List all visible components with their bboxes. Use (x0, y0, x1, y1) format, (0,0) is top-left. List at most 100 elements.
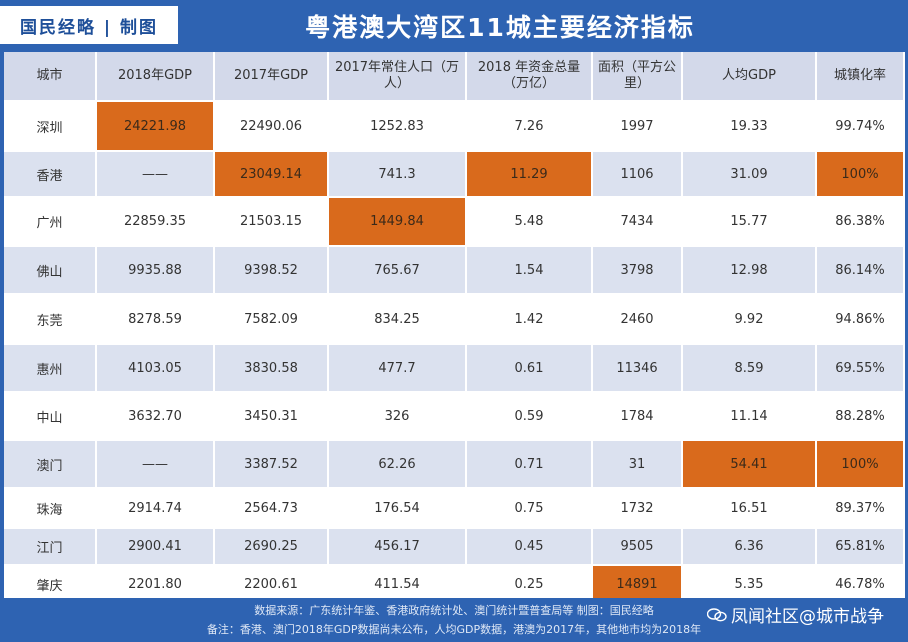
value-cell: 22859.35 (96, 197, 215, 247)
value-cell: 21503.15 (214, 197, 329, 247)
value-cell: 2460 (592, 294, 683, 345)
chat-bubbles-icon (707, 607, 727, 621)
table-row: 香港 —— 23049.14 741.3 11.29 1106 31.09 100% (4, 151, 905, 198)
value-cell: 11.14 (682, 392, 817, 441)
value-cell: 1252.83 (328, 101, 467, 152)
value-cell: 6.36 (682, 528, 817, 566)
value-cell: 1997 (592, 101, 683, 152)
value-cell: 0.75 (466, 488, 593, 529)
value-cell: 62.26 (328, 440, 467, 489)
value-cell: 31 (592, 440, 683, 489)
value-cell: 23049.14 (214, 151, 329, 198)
source-note: 数据来源：广东统计年鉴、香港政府统计处、澳门统计暨普查局等 制图：国民经略 (254, 604, 654, 617)
value-cell: 1.54 (466, 246, 593, 295)
value-cell: 94.86% (816, 294, 905, 345)
table-row: 中山 3632.70 3450.31 326 0.59 1784 11.14 88.28% (4, 392, 905, 441)
value-cell: 100% (816, 151, 905, 198)
value-cell: 2201.80 (96, 565, 215, 605)
value-cell: 86.14% (816, 246, 905, 295)
value-cell: 4103.05 (96, 344, 215, 393)
value-cell: 834.25 (328, 294, 467, 345)
value-cell: 2690.25 (214, 528, 329, 566)
column-header: 2018 年资金总量（万亿） (466, 52, 593, 102)
remark-note: 备注：香港、澳门2018年GDP数据尚未公布，人均GDP数据，港澳为2017年，… (206, 623, 702, 636)
table-row: 惠州 4103.05 3830.58 477.7 0.61 11346 8.59 69.55% (4, 344, 905, 393)
value-cell: 9398.52 (214, 246, 329, 295)
value-cell: 22490.06 (214, 101, 329, 152)
value-cell: 12.98 (682, 246, 817, 295)
column-header: 城镇化率 (816, 52, 905, 102)
value-cell: 2914.74 (96, 488, 215, 529)
brand-label: 国民经略 | 制图 (0, 6, 178, 44)
table-row: 肇庆 2201.80 2200.61 411.54 0.25 14891 5.35 46.78… (4, 565, 905, 605)
value-cell: 0.45 (466, 528, 593, 566)
value-cell: 3798 (592, 246, 683, 295)
value-cell: 3387.52 (214, 440, 329, 489)
value-cell: 5.48 (466, 197, 593, 247)
value-cell: 24221.98 (96, 101, 215, 152)
value-cell: 7582.09 (214, 294, 329, 345)
value-cell: —— (96, 440, 215, 489)
value-cell: 7.26 (466, 101, 593, 152)
table-row: 东莞 8278.59 7582.09 834.25 1.42 2460 9.92 94.86% (4, 294, 905, 345)
header-bar: 国民经略 | 制图 粤港澳大湾区11城主要经济指标 (0, 0, 908, 52)
value-cell: 3830.58 (214, 344, 329, 393)
value-cell: 8.59 (682, 344, 817, 393)
value-cell: 9.92 (682, 294, 817, 345)
value-cell: 16.51 (682, 488, 817, 529)
value-cell: 65.81% (816, 528, 905, 566)
value-cell: 0.71 (466, 440, 593, 489)
table-row: 深圳 24221.98 22490.06 1252.83 7.26 1997 19.33 99… (4, 101, 905, 152)
column-header: 人均GDP (682, 52, 817, 102)
table-row: 珠海 2914.74 2564.73 176.54 0.75 1732 16.51 89.37… (4, 488, 905, 529)
column-header: 城市 (4, 52, 97, 102)
column-header: 2018年GDP (96, 52, 215, 102)
value-cell: 456.17 (328, 528, 467, 566)
value-cell: 176.54 (328, 488, 467, 529)
city-cell: 江门 (4, 528, 97, 566)
city-cell: 深圳 (4, 101, 97, 152)
value-cell: 19.33 (682, 101, 817, 152)
value-cell: 0.61 (466, 344, 593, 393)
table-row: 澳门 —— 3387.52 62.26 0.71 31 54.41 100% (4, 440, 905, 489)
value-cell: 15.77 (682, 197, 817, 247)
value-cell: 1.42 (466, 294, 593, 345)
city-cell: 东莞 (4, 294, 97, 345)
table-body: 深圳 24221.98 22490.06 1252.83 7.26 1997 19.33 99… (4, 101, 905, 605)
value-cell: 326 (328, 392, 467, 441)
value-cell: 89.37% (816, 488, 905, 529)
value-cell: 2564.73 (214, 488, 329, 529)
column-header: 2017年GDP (214, 52, 329, 102)
column-header: 面积（平方公里） (592, 52, 683, 102)
value-cell: 99.74% (816, 101, 905, 152)
value-cell: 1449.84 (328, 197, 467, 247)
city-cell: 珠海 (4, 488, 97, 529)
watermark-text: 凤闻社区@城市战争 (731, 607, 884, 627)
footer-notes: 数据来源：广东统计年鉴、香港政府统计处、澳门统计暨普查局等 制图：国民经略 备注… (0, 598, 908, 642)
city-cell: 广州 (4, 197, 97, 247)
indicator-table: 城市 2018年GDP 2017年GDP 2017年常住人口（万人） 2018 年资金总… (4, 52, 905, 605)
column-header: 2017年常住人口（万人） (328, 52, 467, 102)
watermark: 凤闻社区@城市战争 (707, 602, 884, 627)
city-cell: 惠州 (4, 344, 97, 393)
value-cell: —— (96, 151, 215, 198)
value-cell: 0.59 (466, 392, 593, 441)
city-cell: 中山 (4, 392, 97, 441)
city-cell: 佛山 (4, 246, 97, 295)
indicator-table-container: 城市 2018年GDP 2017年GDP 2017年常住人口（万人） 2018 年资金总… (4, 52, 905, 605)
value-cell: 3632.70 (96, 392, 215, 441)
value-cell: 1732 (592, 488, 683, 529)
value-cell: 3450.31 (214, 392, 329, 441)
value-cell: 86.38% (816, 197, 905, 247)
value-cell: 765.67 (328, 246, 467, 295)
value-cell: 477.7 (328, 344, 467, 393)
value-cell: 88.28% (816, 392, 905, 441)
value-cell: 9505 (592, 528, 683, 566)
value-cell: 7434 (592, 197, 683, 247)
value-cell: 69.55% (816, 344, 905, 393)
value-cell: 11.29 (466, 151, 593, 198)
table-row: 广州 22859.35 21503.15 1449.84 5.48 7434 15.77 86… (4, 197, 905, 247)
value-cell: 54.41 (682, 440, 817, 489)
page-title: 粤港澳大湾区11城主要经济指标 (305, 13, 695, 42)
value-cell: 741.3 (328, 151, 467, 198)
